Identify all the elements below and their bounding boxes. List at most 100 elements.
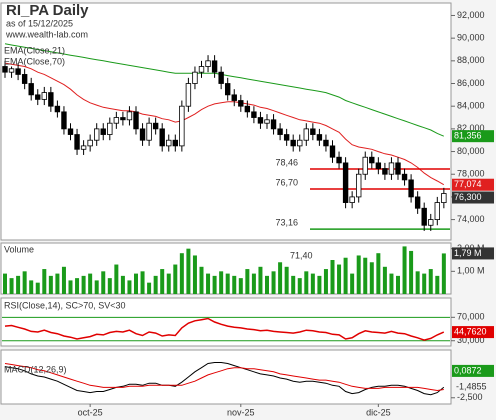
volume-bar <box>55 273 60 294</box>
candle-body <box>329 145 336 158</box>
volume-bar <box>337 264 342 294</box>
volume-bar <box>232 275 237 294</box>
level-label: 73,16 <box>275 217 298 227</box>
volume-bar <box>402 246 407 294</box>
candle-body <box>28 83 34 96</box>
volume-bar <box>212 275 217 294</box>
candle-body <box>362 156 368 175</box>
candle-body <box>35 94 41 100</box>
volume-bar <box>166 273 171 294</box>
volume-bar <box>192 255 197 294</box>
panel-label: MACD(12,26,9) <box>4 364 67 374</box>
macd-panel <box>0 349 452 405</box>
candle-body <box>224 83 231 96</box>
candle-body <box>421 207 427 226</box>
volume-bar <box>134 273 138 294</box>
volume-bar <box>350 273 355 294</box>
volume-bar <box>101 271 106 294</box>
value-box <box>452 247 494 260</box>
candle-body <box>257 117 264 124</box>
candle-body <box>107 122 113 135</box>
value-box-label: 81,356 <box>454 131 482 141</box>
volume-bar <box>330 260 335 294</box>
y-tick-label: 92,000 <box>457 10 485 20</box>
candle-body <box>41 92 47 100</box>
volume-bar <box>297 278 302 294</box>
candle-body <box>218 71 224 84</box>
y-tick-label: 1,00 M <box>457 266 485 276</box>
volume-bar <box>75 278 80 294</box>
candle-body <box>382 168 388 175</box>
candle-body <box>152 122 159 130</box>
value-box-label: 76,300 <box>454 192 482 202</box>
candle-body <box>166 139 172 147</box>
candle-body <box>67 128 74 135</box>
candle-body <box>8 68 15 73</box>
y-tick-label: 88,000 <box>457 55 485 65</box>
candle-body <box>428 219 434 226</box>
candle-body <box>441 193 447 203</box>
volume-bar <box>363 257 368 294</box>
volume-bar <box>127 280 132 294</box>
volume-bar <box>9 278 14 294</box>
value-box <box>452 326 494 339</box>
volume-bar <box>140 271 145 294</box>
volume-bar <box>441 253 446 294</box>
value-box <box>452 191 494 204</box>
candle-body <box>54 105 61 113</box>
volume-bar <box>68 280 73 294</box>
volume-bar <box>271 271 276 294</box>
volume-bar <box>310 273 315 294</box>
candle-body <box>198 66 205 73</box>
volume-bar <box>147 282 152 294</box>
candle-body <box>303 128 309 141</box>
candle-body <box>264 119 270 124</box>
y-tick-label: 80,000 <box>457 146 485 156</box>
y-tick-label: 74,000 <box>457 214 485 224</box>
candle-body <box>414 196 421 209</box>
x-tick-label: dic-25 <box>366 407 391 417</box>
candle-body <box>270 119 277 130</box>
candle-body <box>172 139 178 147</box>
volume-bar <box>48 275 53 294</box>
line <box>4 362 445 396</box>
y-tick-label: 82,000 <box>457 123 485 133</box>
volume-bar <box>422 273 427 294</box>
candle-body <box>290 139 296 147</box>
candle-body <box>401 173 408 181</box>
candle-body <box>408 179 414 198</box>
candle-body <box>205 60 211 67</box>
volume-bar <box>265 275 269 294</box>
panel-label: RSI(Close,14), SC>70, SV<30 <box>4 300 126 310</box>
candle-body <box>244 105 251 113</box>
value-box-label: 1,79 M <box>454 248 482 258</box>
candle-body <box>133 111 139 130</box>
volume-bar <box>61 266 66 294</box>
candle-body <box>283 134 290 141</box>
line <box>4 43 444 137</box>
value-box-label: 77,074 <box>454 179 482 189</box>
candle-body <box>80 145 87 150</box>
line <box>4 363 444 392</box>
volume-bar <box>42 269 47 294</box>
y-tick-label: 30,000 <box>457 335 485 345</box>
candle-body <box>100 128 106 135</box>
value-box-label: 0,0872 <box>454 365 482 375</box>
volume-bar <box>114 264 119 294</box>
candle-body <box>375 162 382 169</box>
y-tick-label: -2,500 <box>457 392 483 402</box>
candle-body <box>61 111 67 130</box>
candle-body <box>297 139 303 147</box>
volume-bar <box>343 257 348 294</box>
candle-body <box>185 83 192 107</box>
candle-body <box>395 162 401 175</box>
candle-body <box>113 117 120 124</box>
volume-bar <box>415 271 420 294</box>
value-box <box>452 130 494 143</box>
candle-body <box>74 134 80 150</box>
candle-body <box>211 60 218 73</box>
volume-bar <box>278 262 283 294</box>
candle-body <box>120 117 126 121</box>
candle-body <box>238 100 244 107</box>
